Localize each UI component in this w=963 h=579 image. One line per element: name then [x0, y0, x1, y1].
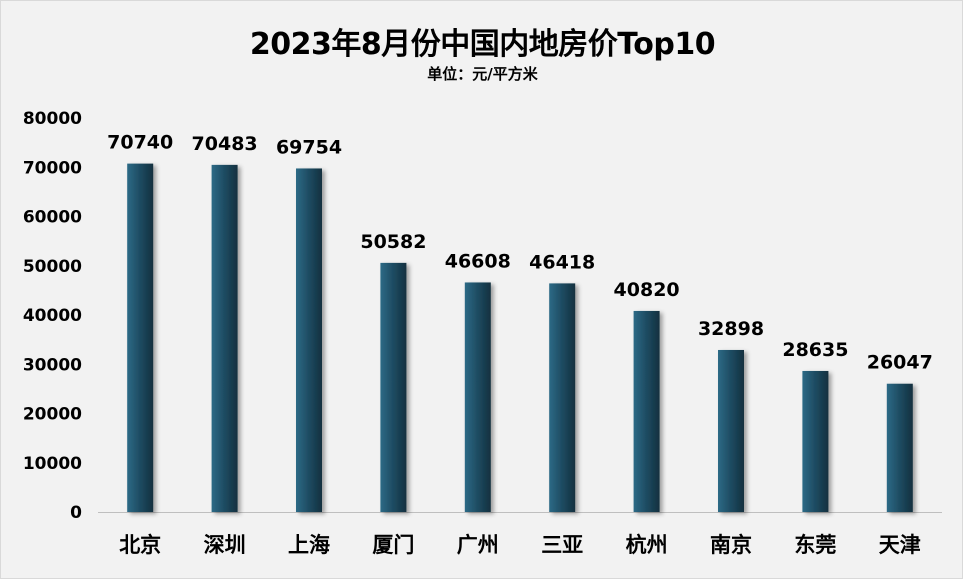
bar [127, 163, 154, 512]
bar [802, 370, 829, 512]
data-label: 26047 [867, 352, 933, 374]
bar [718, 349, 744, 512]
category-label: 南京 [710, 533, 752, 557]
y-tick-label: 10000 [23, 454, 82, 474]
category-label: 杭州 [626, 533, 668, 557]
category-label: 深圳 [204, 533, 246, 557]
y-tick-label: 0 [70, 503, 82, 523]
data-label: 70740 [107, 132, 173, 154]
y-tick-label: 50000 [23, 257, 82, 277]
data-label: 40820 [614, 279, 680, 301]
bars [127, 163, 913, 513]
data-label: 50582 [360, 231, 426, 253]
bar [380, 262, 407, 512]
bar [549, 283, 576, 512]
category-label: 厦门 [372, 533, 414, 557]
data-label: 46418 [529, 251, 595, 273]
bar [296, 168, 322, 512]
chart-subtitle: 单位：元/平方米 [427, 65, 538, 83]
data-label: 28635 [782, 339, 848, 361]
y-tick-label: 60000 [23, 208, 82, 228]
bar [211, 164, 238, 513]
bar [886, 383, 913, 512]
y-axis: 0 10000 20000 30000 40000 50000 60000 70000 8000… [23, 109, 82, 523]
y-tick-label: 70000 [23, 158, 82, 178]
bar [633, 310, 660, 512]
y-tick-label: 20000 [23, 405, 82, 425]
category-label: 天津 [879, 533, 921, 557]
chart-title: 2023年8月份中国内地房价Top10 [249, 27, 716, 62]
category-label: 上海 [288, 533, 330, 557]
category-label: 三亚 [541, 533, 583, 557]
y-tick-label: 40000 [23, 306, 82, 326]
data-label: 46608 [445, 250, 511, 272]
x-axis: 北京 深圳 上海 厦门 广州 三亚 杭州 南京 东莞 天津 [119, 533, 921, 557]
data-label: 70483 [192, 133, 258, 155]
category-label: 广州 [457, 533, 499, 557]
data-labels: 70740 70483 69754 50582 46608 46418 40820 32898… [107, 132, 933, 374]
data-label: 69754 [276, 136, 342, 158]
category-label: 东莞 [794, 533, 836, 557]
y-tick-label: 30000 [23, 355, 82, 375]
y-tick-label: 80000 [23, 109, 82, 129]
bar [464, 282, 491, 512]
data-label: 32898 [698, 318, 764, 340]
category-label: 北京 [119, 533, 161, 557]
